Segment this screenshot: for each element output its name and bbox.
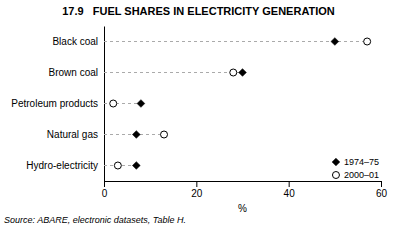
y-tick-label: Petroleum products [11, 98, 98, 109]
x-tick-label: 60 [376, 188, 388, 199]
y-tick-label: Black coal [52, 36, 98, 47]
legend-marker [332, 172, 339, 179]
x-tick-mark [289, 181, 290, 187]
leader-line [104, 41, 367, 42]
legend-marker [332, 158, 340, 166]
x-tick: 60 [376, 181, 388, 199]
x-tick: 40 [284, 181, 296, 199]
dot [331, 38, 339, 46]
x-tick-mark [381, 181, 382, 187]
x-tick-label: 20 [191, 188, 203, 199]
leader-line [104, 72, 243, 73]
legend-label: 1974–75 [344, 157, 379, 167]
dot [364, 38, 371, 45]
dot [110, 100, 117, 107]
chart: 17.9 FUEL SHARES IN ELECTRICITY GENERATI… [0, 0, 397, 227]
x-axis-line [105, 182, 382, 188]
x-axis-title: % [238, 203, 247, 214]
dot [114, 162, 121, 169]
x-tick-label: 0 [102, 188, 108, 199]
dot [137, 100, 145, 108]
dot [161, 131, 168, 138]
dot [132, 162, 140, 170]
y-tick: Petroleum products [11, 98, 104, 109]
dot [132, 131, 140, 139]
y-tick: Black coal [52, 36, 104, 47]
x-axis: 0 20 40 60 [102, 181, 388, 199]
plot-area [104, 38, 371, 170]
dot [230, 69, 237, 76]
y-tick: Natural gas [47, 129, 104, 140]
y-tick: Brown coal [49, 67, 104, 78]
legend: 1974–75 2000–01 [332, 157, 379, 180]
x-tick-mark [196, 181, 197, 187]
dot [239, 69, 247, 77]
x-tick-mark [104, 181, 105, 187]
y-tick-label: Hydro-electricity [26, 160, 98, 171]
x-tick: 20 [191, 181, 203, 199]
y-tick-label: Natural gas [47, 129, 98, 140]
annotation: Source: ABARE, electronic datasets, Tabl… [4, 215, 186, 225]
y-tick: Hydro-electricity [26, 160, 104, 171]
legend-label: 2000–01 [344, 170, 379, 180]
x-tick-label: 40 [284, 188, 296, 199]
y-tick-label: Brown coal [49, 67, 98, 78]
title: 17.9 FUEL SHARES IN ELECTRICITY GENERATI… [62, 5, 335, 17]
x-tick: 0 [102, 181, 108, 199]
y-axis: Black coal Brown coal Petroleum products Na… [11, 27, 104, 182]
